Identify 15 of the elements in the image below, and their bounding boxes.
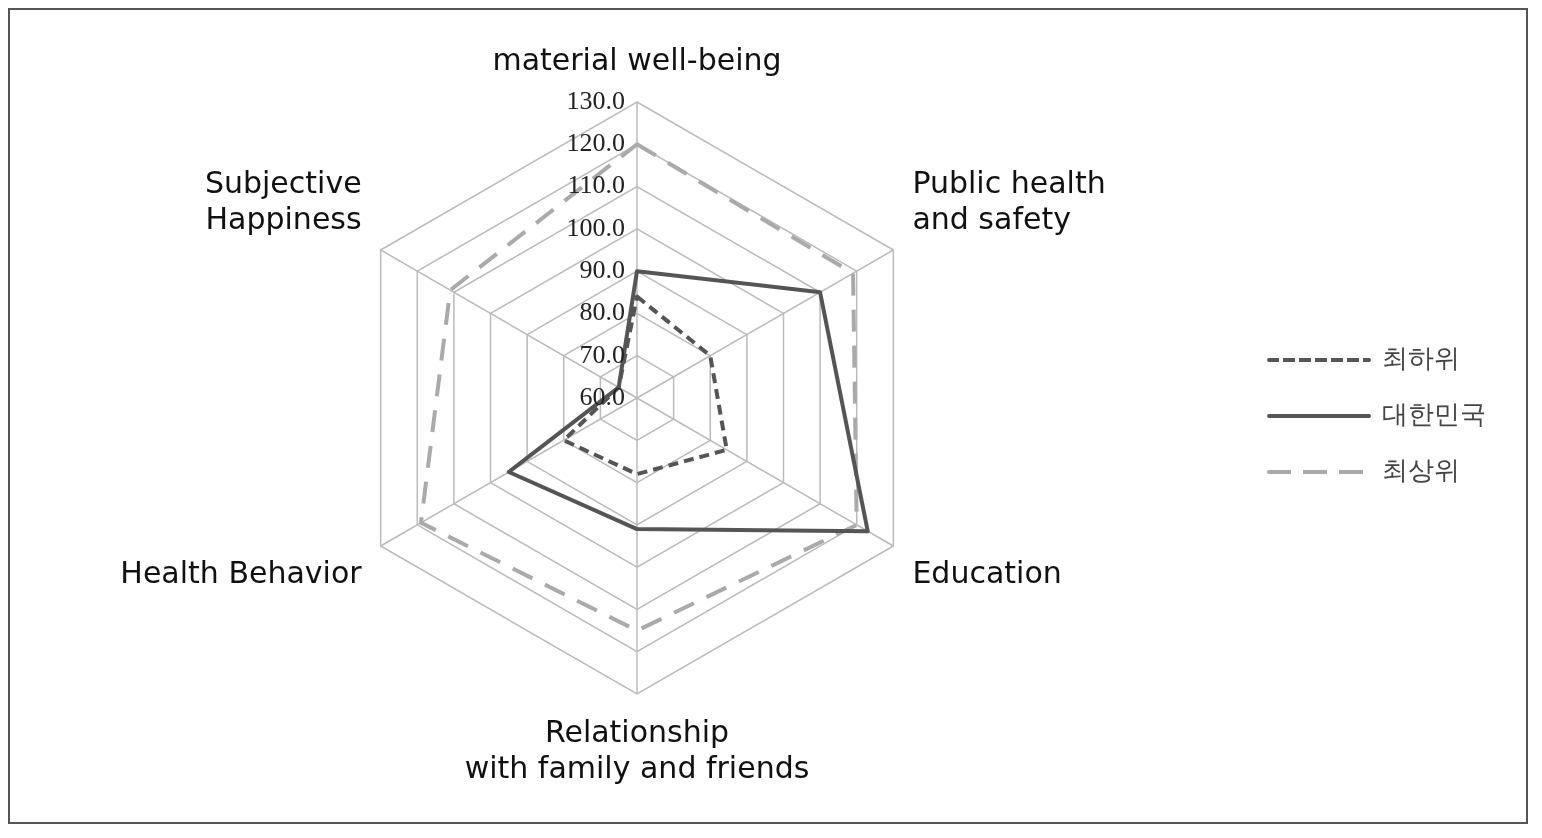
spoke-label: material well-being (492, 41, 782, 77)
y-tick-label: 120.0 (566, 128, 625, 158)
spoke-label: Education (912, 554, 1062, 590)
spoke-label: Relationship with family and friends (464, 713, 810, 785)
legend-label: 최하위 (1382, 342, 1460, 373)
y-tick-label: 90.0 (579, 254, 625, 284)
legend-label: 최상위 (1382, 454, 1460, 485)
y-tick-label: 130.0 (566, 85, 625, 115)
spoke-label: Public health and safety (912, 164, 1106, 236)
y-tick-label: 100.0 (566, 212, 625, 242)
spoke-label: Health Behavior (120, 554, 363, 590)
y-tick-label: 110.0 (567, 170, 625, 200)
spoke-label: Subjective Happiness (204, 164, 362, 236)
legend-label: 대한민국 (1382, 398, 1486, 429)
y-tick-label: 80.0 (579, 297, 625, 327)
